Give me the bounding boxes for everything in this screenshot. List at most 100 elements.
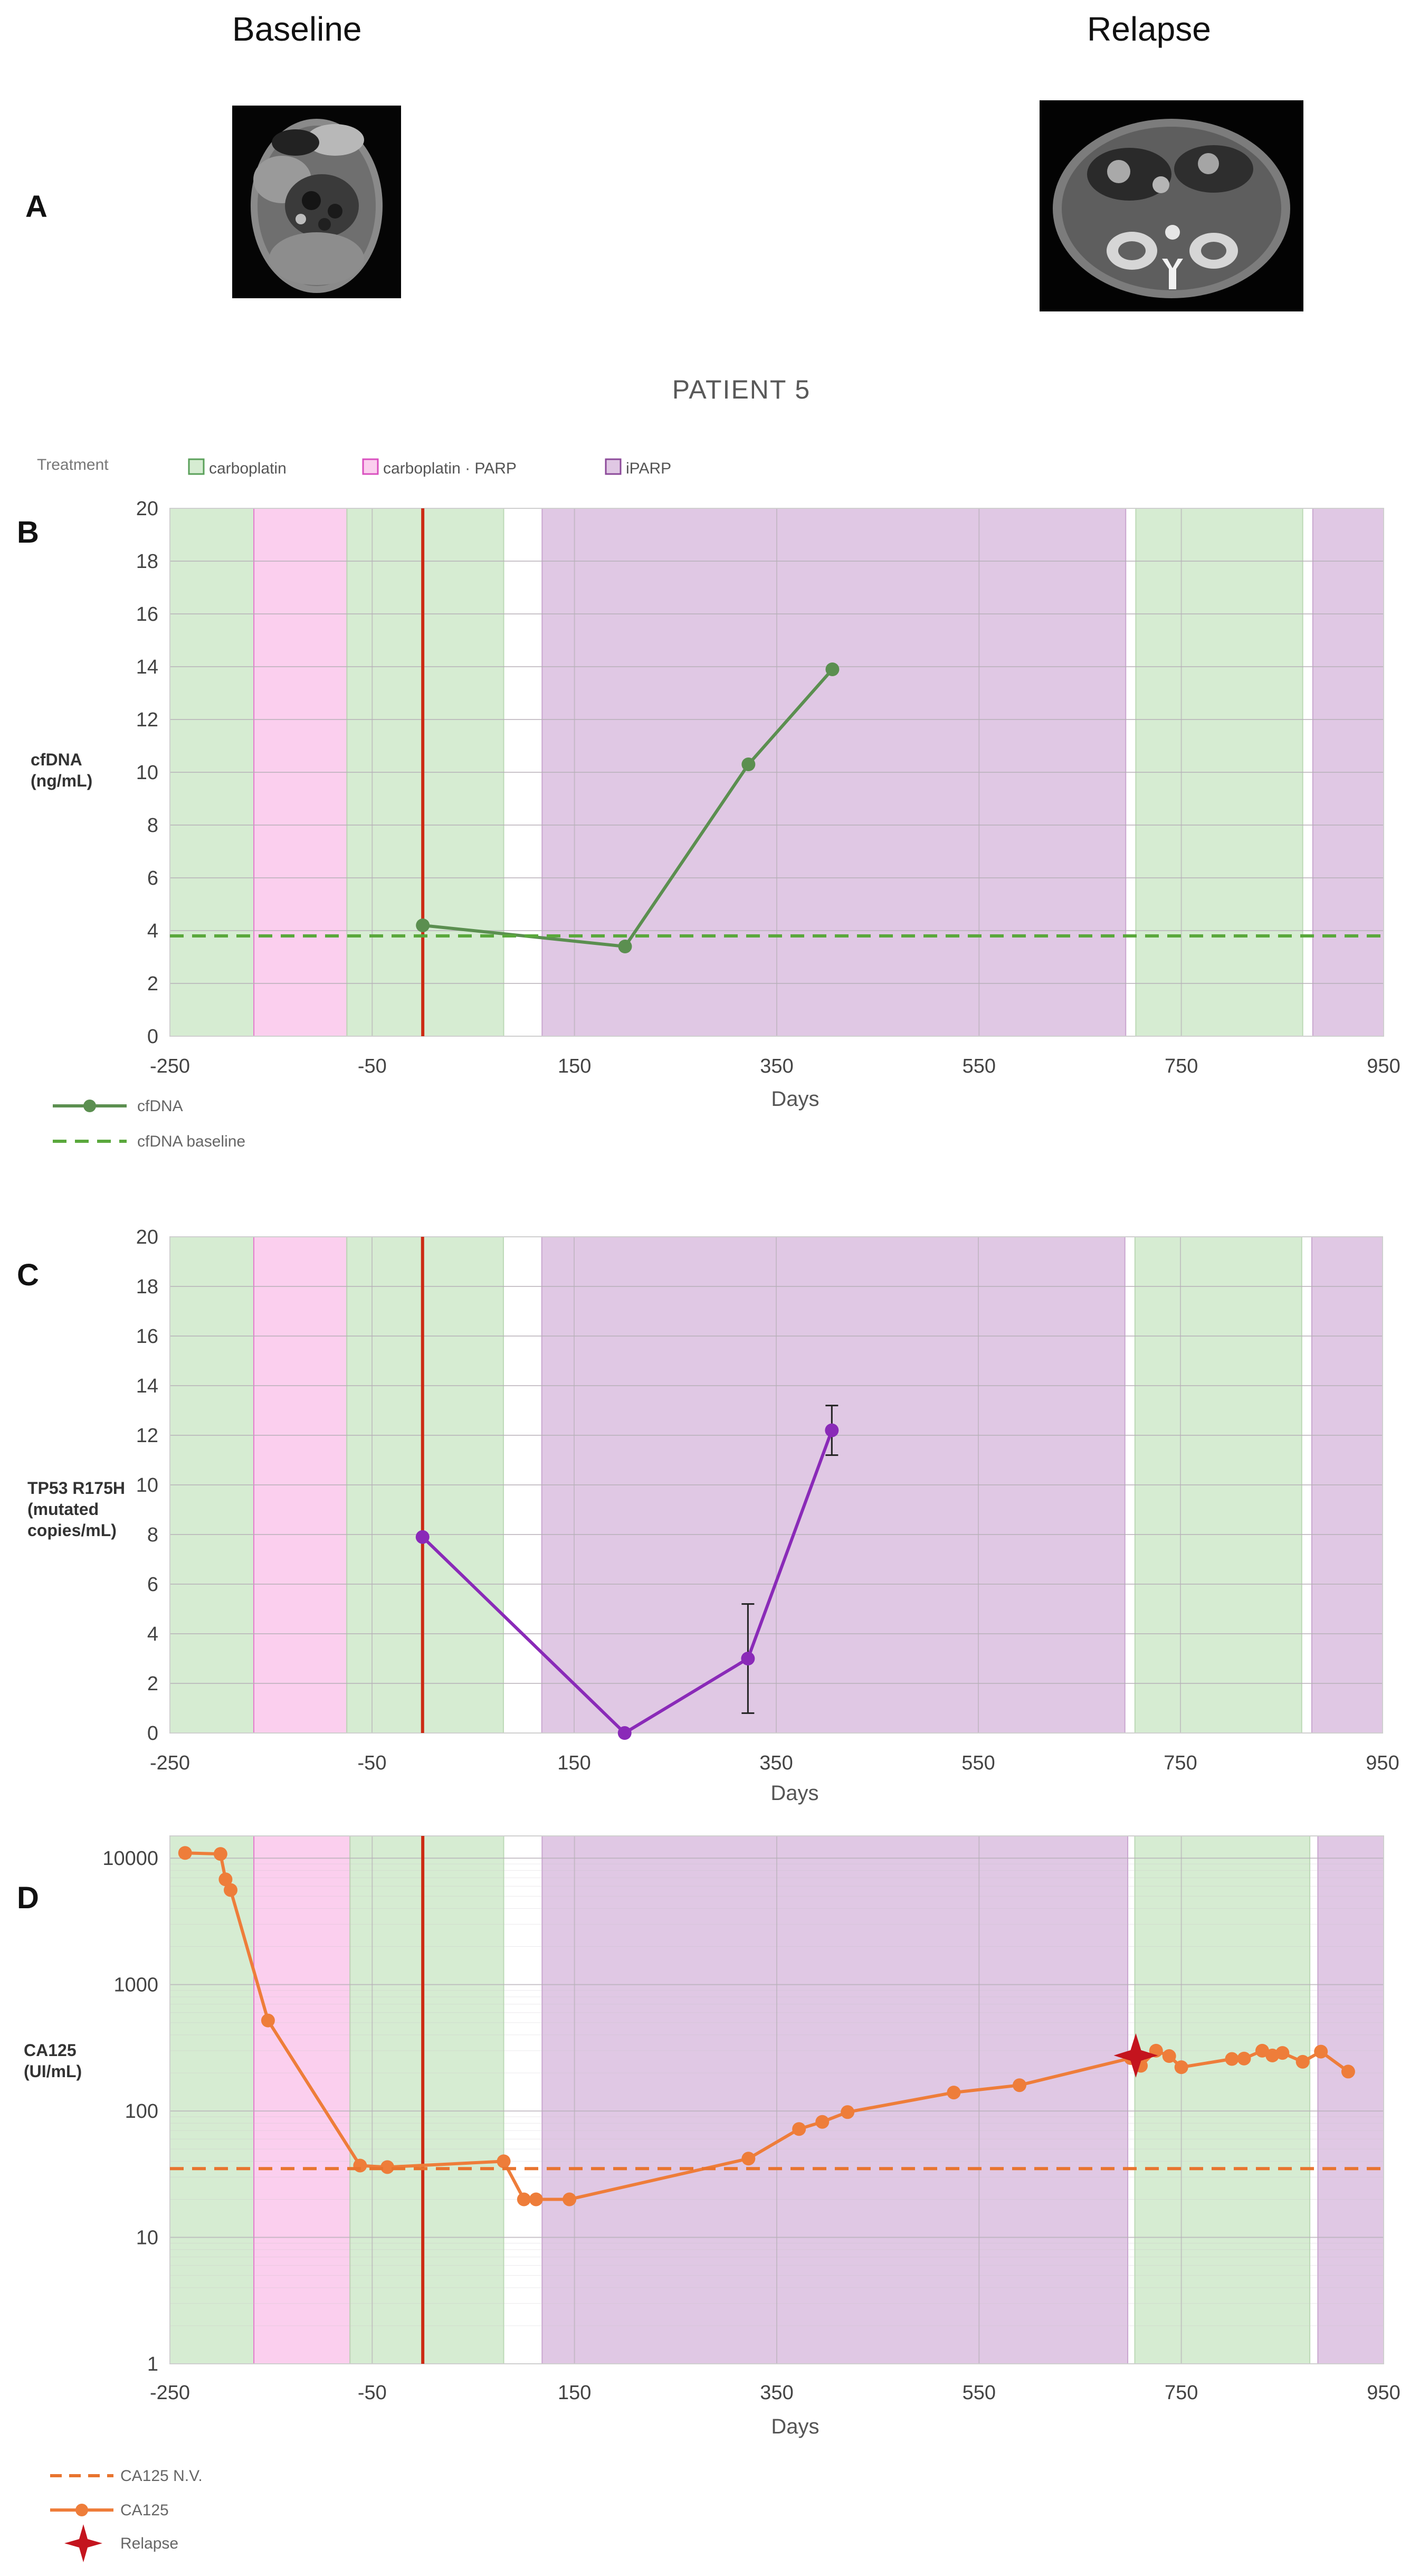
y-tick-label: 2 xyxy=(147,1673,158,1695)
x-tick-label: 350 xyxy=(760,1055,793,1077)
series-line-cfdna xyxy=(422,668,834,948)
data-point xyxy=(841,2105,855,2119)
panel-a-letter: A xyxy=(25,190,47,224)
x-tick-label: -250 xyxy=(150,2382,190,2404)
treatment-band xyxy=(254,1836,350,2364)
y-tick-label: 20 xyxy=(136,498,158,520)
y-axis-label-line: copies/mL) xyxy=(27,1521,117,1540)
x-axis-label: Days xyxy=(771,1087,819,1111)
data-point xyxy=(415,1530,430,1544)
legend-marker-relapse xyxy=(64,2524,102,2562)
data-point xyxy=(1341,2064,1355,2079)
treatment-band xyxy=(1135,1836,1310,2364)
data-point xyxy=(825,662,840,676)
x-axis-label: Days xyxy=(771,2415,819,2438)
y-tick-label: 12 xyxy=(136,709,158,731)
y-tick-label: 4 xyxy=(147,920,158,942)
x-tick-label: 750 xyxy=(1164,1752,1197,1774)
x-tick-label: 150 xyxy=(558,2382,591,2404)
relapse-ct-scan-image xyxy=(1040,100,1303,311)
legend-label-cfdna-baseline: cfDNA baseline xyxy=(137,1133,245,1150)
treatment-band xyxy=(350,1836,504,2364)
y-tick-label: 2 xyxy=(147,973,158,995)
x-tick-label: 150 xyxy=(558,1055,591,1077)
data-point xyxy=(815,2115,830,2129)
x-tick-label: 350 xyxy=(759,1752,793,1774)
figure-title: PATIENT 5 xyxy=(672,375,811,404)
treatment-band xyxy=(1318,1836,1384,2364)
plot-frame xyxy=(169,1236,1383,1734)
panel-c-letter: C xyxy=(17,1258,39,1292)
y-tick-label: 10 xyxy=(136,1474,158,1497)
data-point xyxy=(529,2192,543,2206)
legend-label-cfdna: cfDNA xyxy=(137,1097,183,1115)
data-point xyxy=(178,1846,192,1860)
data-point xyxy=(1162,2049,1176,2063)
y-tick-label: 1 xyxy=(147,2353,158,2375)
data-point xyxy=(741,1652,755,1665)
y-axis-label-line: (ng/mL) xyxy=(31,771,92,790)
y-tick-label: 0 xyxy=(147,1722,158,1745)
panel-b-letter: B xyxy=(17,515,39,550)
x-tick-label: 550 xyxy=(963,2382,996,2404)
data-point xyxy=(353,2158,367,2173)
treatment-legend-label-item: iPARP xyxy=(626,460,671,477)
data-point xyxy=(517,2192,531,2206)
treatment-legend-swatch xyxy=(605,458,622,475)
x-tick-label: 750 xyxy=(1165,2382,1198,2404)
x-tick-label: 350 xyxy=(760,2382,793,2404)
data-point xyxy=(741,757,756,771)
treatment-legend-swatch xyxy=(188,458,205,475)
baseline-ct-scan-image xyxy=(232,106,401,298)
data-point xyxy=(261,2013,275,2028)
data-point xyxy=(825,1423,839,1437)
x-tick-label: -50 xyxy=(358,1752,387,1774)
x-tick-label: -50 xyxy=(358,2382,387,2404)
x-axis-label: Days xyxy=(770,1782,818,1805)
data-point xyxy=(1314,2044,1328,2059)
data-point xyxy=(224,1883,237,1897)
data-point xyxy=(1225,2052,1239,2066)
x-tick-label: 550 xyxy=(961,1752,995,1774)
legend-marker-cfdna xyxy=(83,1100,96,1112)
data-point xyxy=(618,940,632,953)
data-point xyxy=(617,1726,632,1740)
treatment-legend-label: Treatment xyxy=(37,456,109,473)
y-tick-label: 18 xyxy=(136,1276,158,1298)
x-tick-label: -250 xyxy=(150,1055,190,1077)
panel-d-letter: D xyxy=(17,1881,39,1915)
legend-marker-ca125 xyxy=(75,2504,88,2516)
series-line-tp53-r175h xyxy=(421,1429,834,1735)
y-tick-label: 10 xyxy=(136,762,158,784)
legend-label-relapse: Relapse xyxy=(120,2535,178,2552)
treatment-legend-label-item: carboplatin · PARP xyxy=(383,460,517,477)
relapse-title: Relapse xyxy=(1087,10,1211,48)
data-point xyxy=(213,1847,227,1861)
data-point xyxy=(1174,2060,1188,2075)
data-point xyxy=(1237,2051,1251,2066)
x-tick-label: -250 xyxy=(150,1752,190,1774)
legend-label-ca125-nv: CA125 N.V. xyxy=(120,2467,203,2485)
y-tick-label: 10 xyxy=(136,2227,158,2249)
treatment-band xyxy=(170,1836,254,2364)
data-point xyxy=(497,2154,511,2168)
y-tick-label: 0 xyxy=(147,1026,158,1048)
data-point xyxy=(416,918,430,932)
y-tick-label: 1000 xyxy=(113,1974,158,1996)
plot-frame xyxy=(169,508,1384,1037)
x-tick-label: 150 xyxy=(557,1752,590,1774)
data-point xyxy=(1275,2046,1290,2060)
relapse-marker xyxy=(1113,2033,1158,2078)
y-axis-label-line: (mutated xyxy=(27,1500,99,1519)
y-tick-label: 4 xyxy=(147,1623,158,1645)
data-point xyxy=(741,2152,756,2166)
y-tick-label: 12 xyxy=(136,1425,158,1447)
y-tick-label: 14 xyxy=(136,656,158,678)
treatment-legend-label-item: carboplatin xyxy=(209,460,287,477)
y-tick-label: 16 xyxy=(136,603,158,626)
y-tick-label: 8 xyxy=(147,1524,158,1546)
x-tick-label: 750 xyxy=(1165,1055,1198,1077)
x-tick-label: 950 xyxy=(1367,2382,1400,2404)
data-point xyxy=(380,2160,395,2174)
